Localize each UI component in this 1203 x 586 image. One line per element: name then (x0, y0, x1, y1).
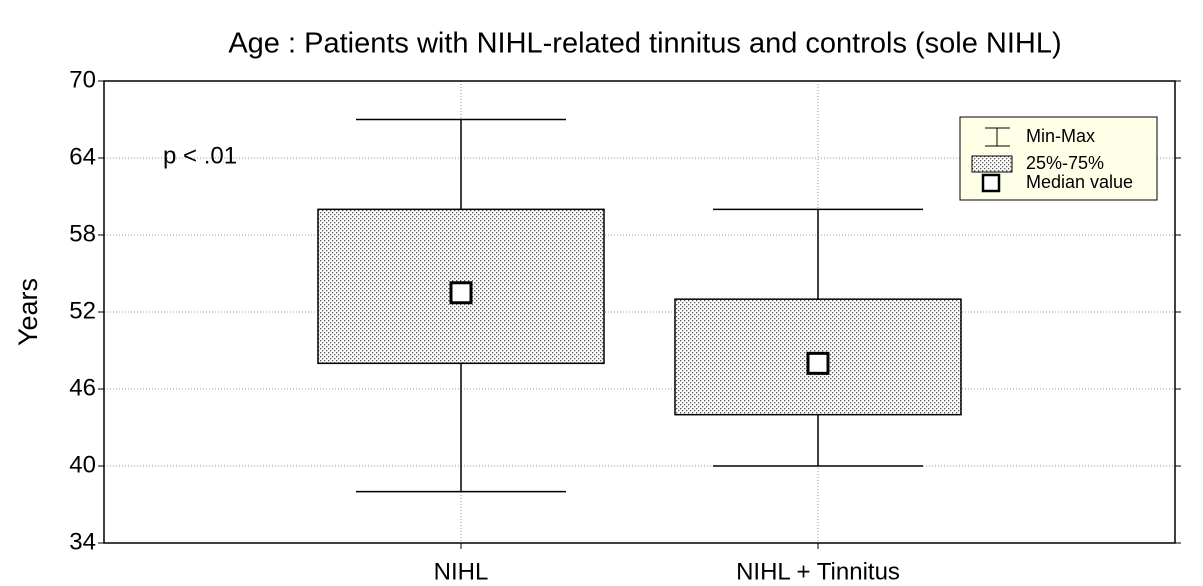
median-marker (806, 351, 830, 375)
y-tick-label: 34 (69, 528, 96, 555)
legend-label: Min-Max (1026, 126, 1095, 146)
x-tick-label: NIHL (434, 558, 489, 585)
y-tick-label: 70 (69, 66, 96, 93)
y-tick-label: 58 (69, 220, 96, 247)
y-axis-label: Years (13, 278, 43, 346)
legend-swatch (971, 155, 1013, 173)
legend: Min-Max 25%-75%Median value (959, 116, 1158, 201)
y-tick-label: 46 (69, 374, 96, 401)
median-marker (449, 281, 473, 305)
y-tick-label: 52 (69, 297, 96, 324)
annotation: p < .01 (163, 142, 237, 169)
x-tick-label: NIHL + Tinnitus (736, 558, 900, 585)
legend-label: 25%-75% (1026, 153, 1104, 173)
legend-label: Median value (1026, 172, 1133, 192)
y-tick-label: 64 (69, 143, 96, 170)
legend-swatch (981, 173, 1001, 193)
chart-title: Age : Patients with NIHL-related tinnitu… (228, 28, 1061, 60)
plot-frame (103, 80, 1176, 544)
y-tick-label: 40 (69, 451, 96, 478)
